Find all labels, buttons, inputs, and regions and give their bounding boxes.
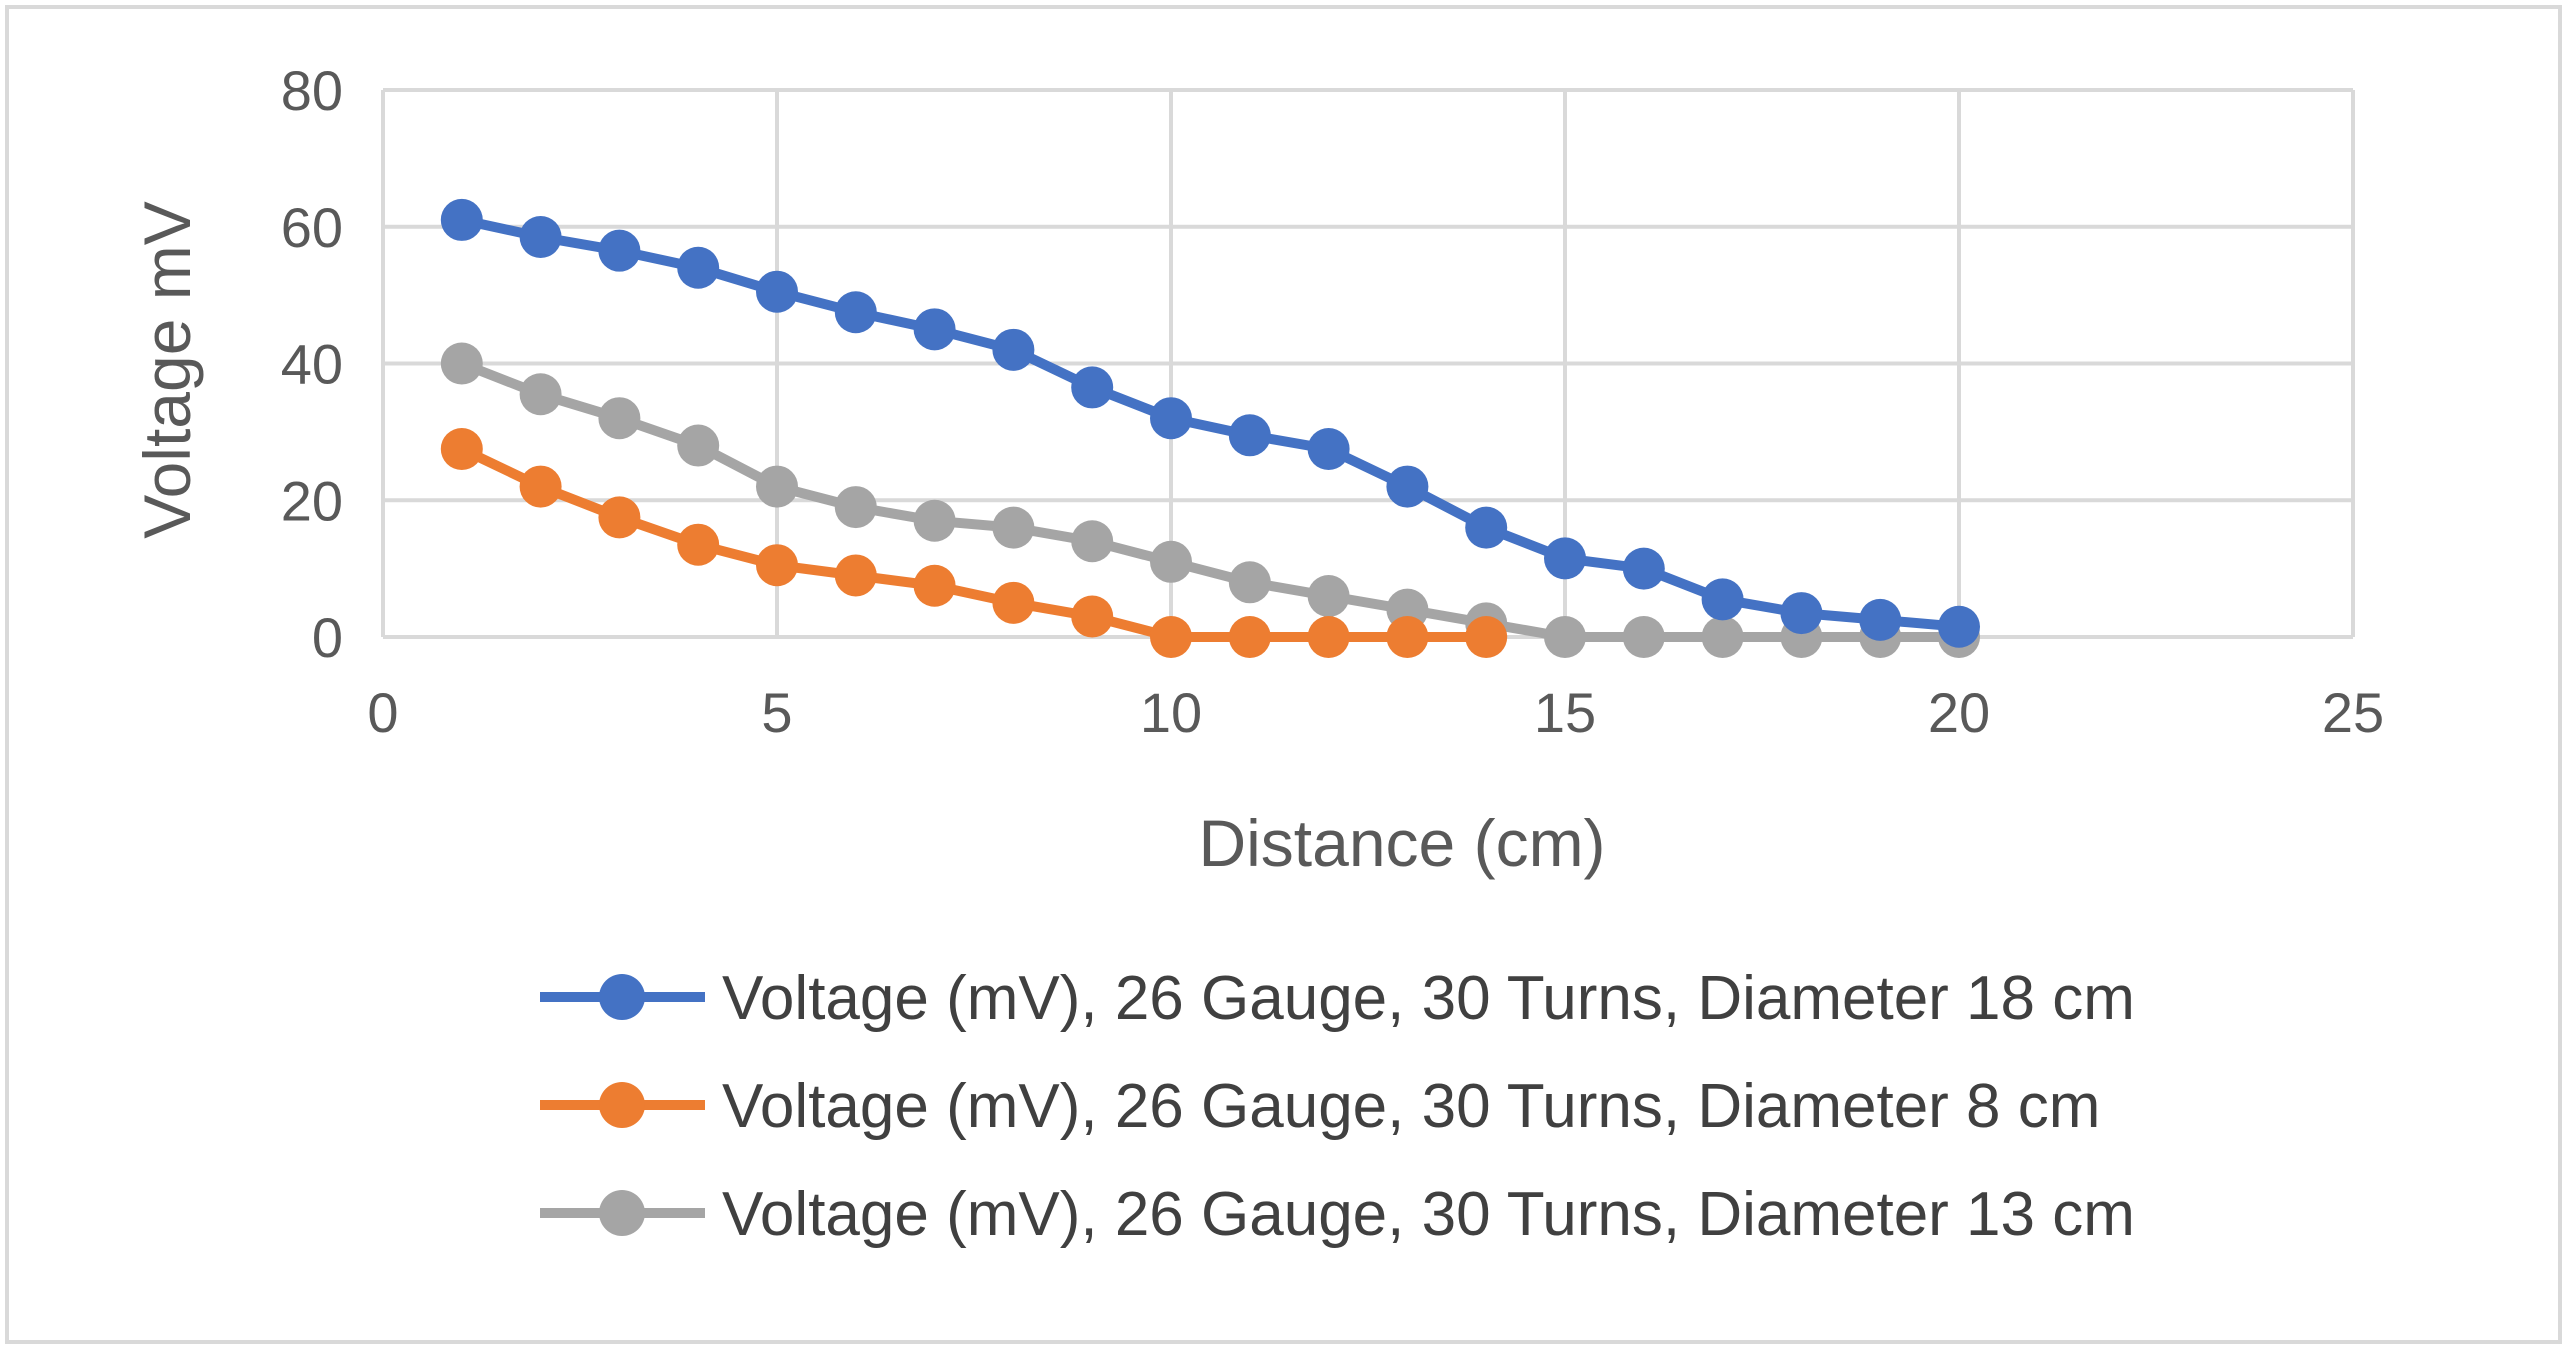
data-point [992,328,1035,371]
data-point [440,342,483,385]
data-point [1780,592,1823,635]
data-point [992,581,1035,624]
legend-marker [599,974,645,1020]
data-point [677,246,720,289]
data-point [913,564,956,607]
data-point [1465,506,1508,549]
data-point [440,427,483,470]
x-axis-title: Distance (cm) [1198,806,1605,880]
data-point [1544,537,1586,580]
legend-item: Voltage (mV), 26 Gauge, 30 Turns, Diamet… [540,1072,2100,1141]
y-tick-label: 40 [281,333,343,396]
legend-label: Voltage (mV), 26 Gauge, 30 Turns, Diamet… [722,1180,2135,1249]
data-point [756,465,798,508]
data-point [1150,616,1192,658]
data-point [834,554,877,597]
data-point [598,229,641,272]
data-point [519,216,562,259]
gridlines [381,88,2355,639]
y-tick-label: 60 [281,196,343,259]
x-tick-label: 20 [1928,681,1990,744]
x-tick-label: 0 [367,681,398,744]
data-point [1228,561,1271,604]
data-point [1386,616,1429,658]
legend-label: Voltage (mV), 26 Gauge, 30 Turns, Diamet… [722,964,2135,1033]
legend-item: Voltage (mV), 26 Gauge, 30 Turns, Diamet… [540,964,2135,1033]
data-point [834,291,877,334]
data-point [756,270,798,313]
series-1 [440,198,1980,648]
data-point [1544,616,1586,658]
data-point [677,523,720,566]
y-tick-label: 0 [312,606,343,669]
data-point [598,496,641,539]
x-tick-label: 15 [1534,681,1596,744]
data-point [913,308,956,351]
x-tick-label: 10 [1140,681,1202,744]
data-point [756,544,798,587]
x-tick-label: 5 [761,681,792,744]
data-point [1701,616,1744,658]
legend-marker [599,1190,645,1236]
x-tick-label: 25 [2322,681,2384,744]
data-point [1386,465,1429,508]
data-point [1307,427,1350,470]
data-point [519,465,562,508]
legend-item: Voltage (mV), 26 Gauge, 30 Turns, Diamet… [540,1180,2135,1249]
data-point [677,424,720,467]
data-point [1622,547,1665,590]
data-point [598,397,641,440]
data-point [1228,616,1271,658]
data-point [1071,366,1114,409]
series-2 [440,427,1508,658]
data-point [1150,397,1192,440]
data-point [992,506,1035,549]
y-axis-title: Voltage mV [130,201,204,539]
data-point [1071,520,1114,563]
y-tick-label: 80 [281,59,343,122]
data-point [1071,595,1114,638]
legend-label: Voltage (mV), 26 Gauge, 30 Turns, Diamet… [722,1072,2100,1141]
y-tick-label: 20 [281,469,343,532]
data-point [1938,605,1980,648]
data-point [834,486,877,529]
data-point [913,499,956,542]
data-point [1307,616,1350,658]
data-point [1622,616,1665,658]
data-point [1701,578,1744,621]
data-point [1228,414,1271,457]
data-point [1465,616,1508,658]
legend-marker [599,1082,645,1128]
legend: Voltage (mV), 26 Gauge, 30 Turns, Diamet… [540,964,2135,1249]
data-point [440,198,483,241]
chart-border [5,5,2562,1344]
series-group [440,198,1980,658]
data-point [1859,598,1902,641]
data-point [1307,574,1350,617]
tick-labels: 0 20 40 60 80 0 5 10 15 20 25 [281,59,2384,744]
data-point [519,373,562,416]
data-point [1150,540,1192,583]
